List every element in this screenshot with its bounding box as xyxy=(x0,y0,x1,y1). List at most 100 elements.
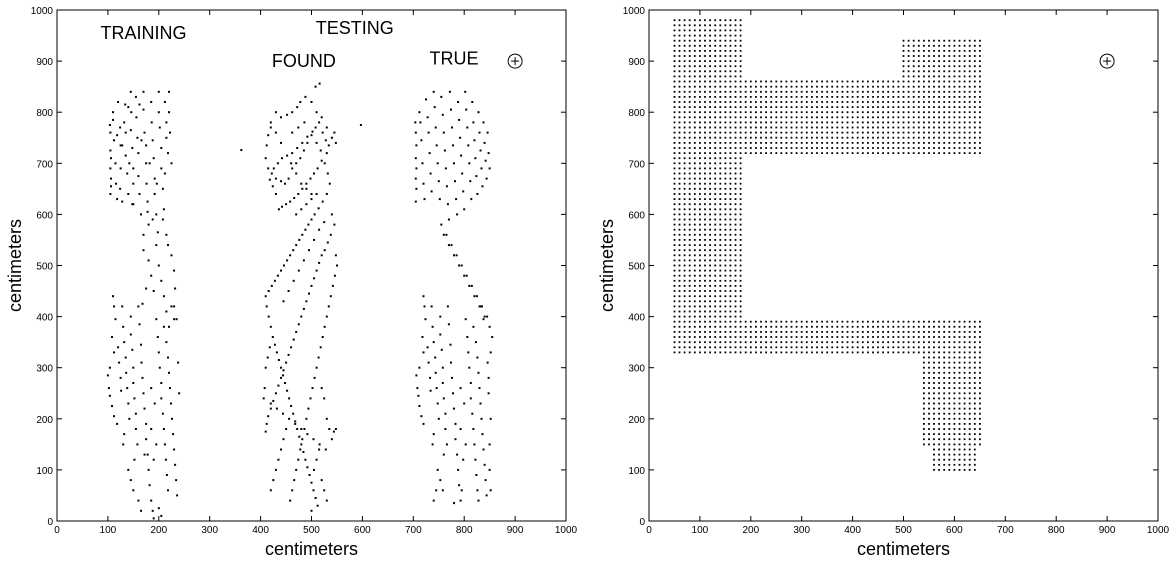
grid-point xyxy=(683,106,686,108)
grid-point xyxy=(963,443,966,446)
data-point-series-3 xyxy=(481,185,484,188)
grid-point xyxy=(933,147,935,149)
grid-point xyxy=(979,70,981,73)
data-point-series-3 xyxy=(474,458,477,461)
grid-point xyxy=(688,111,691,114)
grid-point xyxy=(714,34,717,37)
data-point-series-3 xyxy=(418,111,421,114)
grid-point xyxy=(816,111,818,114)
data-point-series-3 xyxy=(474,341,477,344)
data-point-series-2 xyxy=(325,315,328,318)
grid-point xyxy=(683,85,686,88)
data-point-series-3 xyxy=(423,305,426,308)
grid-point xyxy=(943,423,946,425)
grid-point xyxy=(856,152,859,154)
grid-point xyxy=(933,417,935,420)
grid-point xyxy=(704,152,706,154)
grid-point xyxy=(724,80,727,83)
grid-point xyxy=(963,85,966,88)
grid-point xyxy=(765,106,767,108)
grid-point xyxy=(856,111,859,114)
grid-point xyxy=(714,244,717,246)
grid-point xyxy=(673,65,676,68)
grid-point xyxy=(917,126,920,129)
grid-point xyxy=(749,116,752,119)
grid-point xyxy=(811,341,813,344)
grid-point xyxy=(933,463,935,466)
grid-point xyxy=(780,96,783,98)
grid-point xyxy=(851,336,854,338)
grid-point xyxy=(714,264,717,267)
data-point-series-2 xyxy=(271,185,274,188)
grid-point xyxy=(688,325,691,328)
data-point-series-3 xyxy=(433,106,436,109)
grid-point xyxy=(872,147,874,149)
data-point-series-3 xyxy=(445,185,448,188)
grid-point xyxy=(688,157,691,160)
grid-point xyxy=(678,106,681,108)
data-point-series-3 xyxy=(467,351,470,354)
data-point-series-2 xyxy=(275,351,278,354)
grid-point xyxy=(755,346,757,349)
grid-point xyxy=(734,131,737,134)
data-point-series-1 xyxy=(126,387,129,390)
grid-point xyxy=(704,264,706,267)
grid-point xyxy=(943,448,946,451)
grid-point xyxy=(688,223,691,226)
grid-point xyxy=(811,325,813,328)
data-point-series-2 xyxy=(336,264,338,267)
grid-point xyxy=(714,136,717,139)
grid-point xyxy=(826,116,829,119)
grid-point xyxy=(912,75,915,78)
data-point-series-1 xyxy=(160,397,163,400)
grid-point xyxy=(841,85,844,88)
grid-point xyxy=(973,106,976,108)
grid-point xyxy=(780,80,783,83)
grid-point xyxy=(953,458,956,461)
grid-point xyxy=(739,70,742,73)
grid-point xyxy=(933,80,935,83)
grid-point xyxy=(979,39,981,42)
grid-point xyxy=(928,351,930,354)
data-point-series-2 xyxy=(270,284,273,287)
grid-point xyxy=(841,351,844,354)
data-point-series-3 xyxy=(465,108,468,111)
grid-point xyxy=(963,131,966,134)
grid-point xyxy=(729,198,732,200)
grid-point xyxy=(775,136,778,139)
grid-point xyxy=(897,101,900,103)
grid-point xyxy=(734,325,737,328)
grid-point xyxy=(938,443,940,446)
grid-point xyxy=(882,320,884,323)
grid-point xyxy=(805,101,808,103)
grid-point xyxy=(953,320,956,323)
data-point-series-2 xyxy=(315,111,318,114)
grid-point xyxy=(979,397,981,400)
grid-point xyxy=(734,24,737,27)
grid-point xyxy=(729,157,732,160)
grid-point xyxy=(846,116,849,119)
grid-point xyxy=(973,407,976,410)
grid-point xyxy=(831,351,834,354)
y-tick-label: 200 xyxy=(628,415,645,426)
grid-point xyxy=(760,142,762,144)
grid-point xyxy=(897,341,900,344)
grid-point xyxy=(688,208,691,211)
grid-point xyxy=(719,55,722,57)
grid-point xyxy=(734,310,737,313)
grid-point xyxy=(902,65,905,68)
grid-point xyxy=(897,116,900,119)
data-point-series-2 xyxy=(286,259,289,262)
grid-point xyxy=(958,351,961,354)
y-tick-label: 300 xyxy=(36,364,53,375)
grid-point xyxy=(704,228,706,231)
grid-point xyxy=(902,60,905,62)
grid-point xyxy=(958,463,961,466)
data-point-series-3 xyxy=(475,175,478,178)
grid-point xyxy=(933,44,935,47)
data-point-series-3 xyxy=(453,407,455,410)
data-point-series-3 xyxy=(459,136,462,139)
grid-point xyxy=(948,147,951,149)
grid-point xyxy=(699,223,701,226)
grid-point xyxy=(704,106,706,108)
